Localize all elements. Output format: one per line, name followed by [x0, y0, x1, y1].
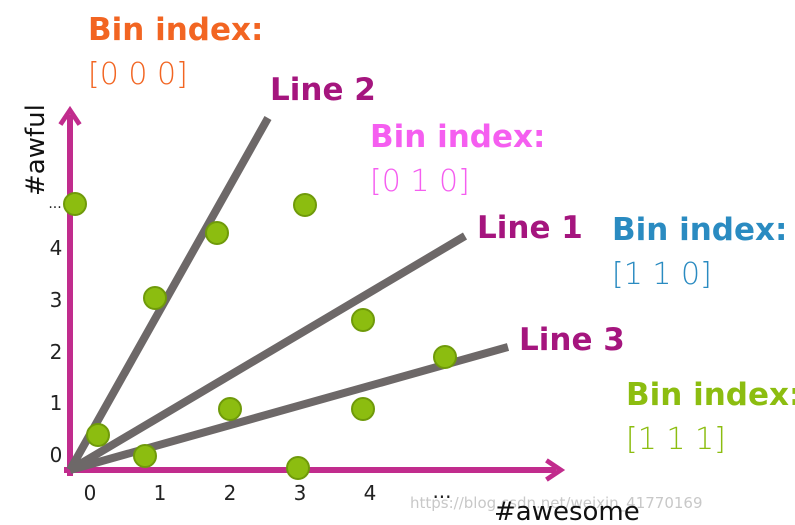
bin-title: Bin index: — [612, 212, 787, 248]
point — [433, 345, 457, 369]
point — [63, 192, 87, 216]
point — [205, 221, 229, 245]
point — [86, 423, 110, 447]
point — [218, 397, 242, 421]
watermark: https://blog.csdn.net/weixin_41770169 — [410, 494, 703, 513]
x-tick: 1 — [154, 481, 167, 505]
x-tick: 0 — [84, 481, 97, 505]
bin-index: [0 0 0] — [88, 57, 188, 92]
x-axis-label: #awesome — [494, 497, 640, 525]
point — [133, 444, 157, 468]
x-tick: 2 — [224, 481, 237, 505]
line-label: Line 3 — [519, 322, 625, 358]
line-2 — [66, 116, 272, 472]
y-tick: ... — [48, 196, 61, 212]
bin-title: Bin index: — [88, 12, 263, 48]
y-tick: 2 — [50, 340, 63, 364]
y-tick: 0 — [50, 443, 63, 467]
x-tick: ... — [432, 479, 451, 503]
bin-index: [0 1 0] — [370, 164, 470, 199]
line-1 — [67, 232, 468, 474]
y-tick: 1 — [50, 391, 63, 415]
y-axis-label: #awful — [21, 104, 51, 196]
point — [293, 193, 317, 217]
point — [351, 308, 375, 332]
x-tick: 3 — [294, 481, 307, 505]
line-label: Line 2 — [270, 72, 376, 108]
bin-index: [1 1 1] — [626, 422, 726, 457]
point — [143, 286, 167, 310]
bin-title: Bin index: — [626, 377, 795, 413]
bin-title: Bin index: — [370, 119, 545, 155]
x-tick: 4 — [364, 481, 377, 505]
y-tick: 4 — [50, 236, 63, 260]
point — [351, 397, 375, 421]
point — [286, 456, 310, 480]
y-tick: 3 — [50, 288, 63, 312]
bin-index: [1 1 0] — [612, 257, 712, 292]
line-label: Line 1 — [477, 210, 583, 246]
points — [63, 192, 457, 480]
